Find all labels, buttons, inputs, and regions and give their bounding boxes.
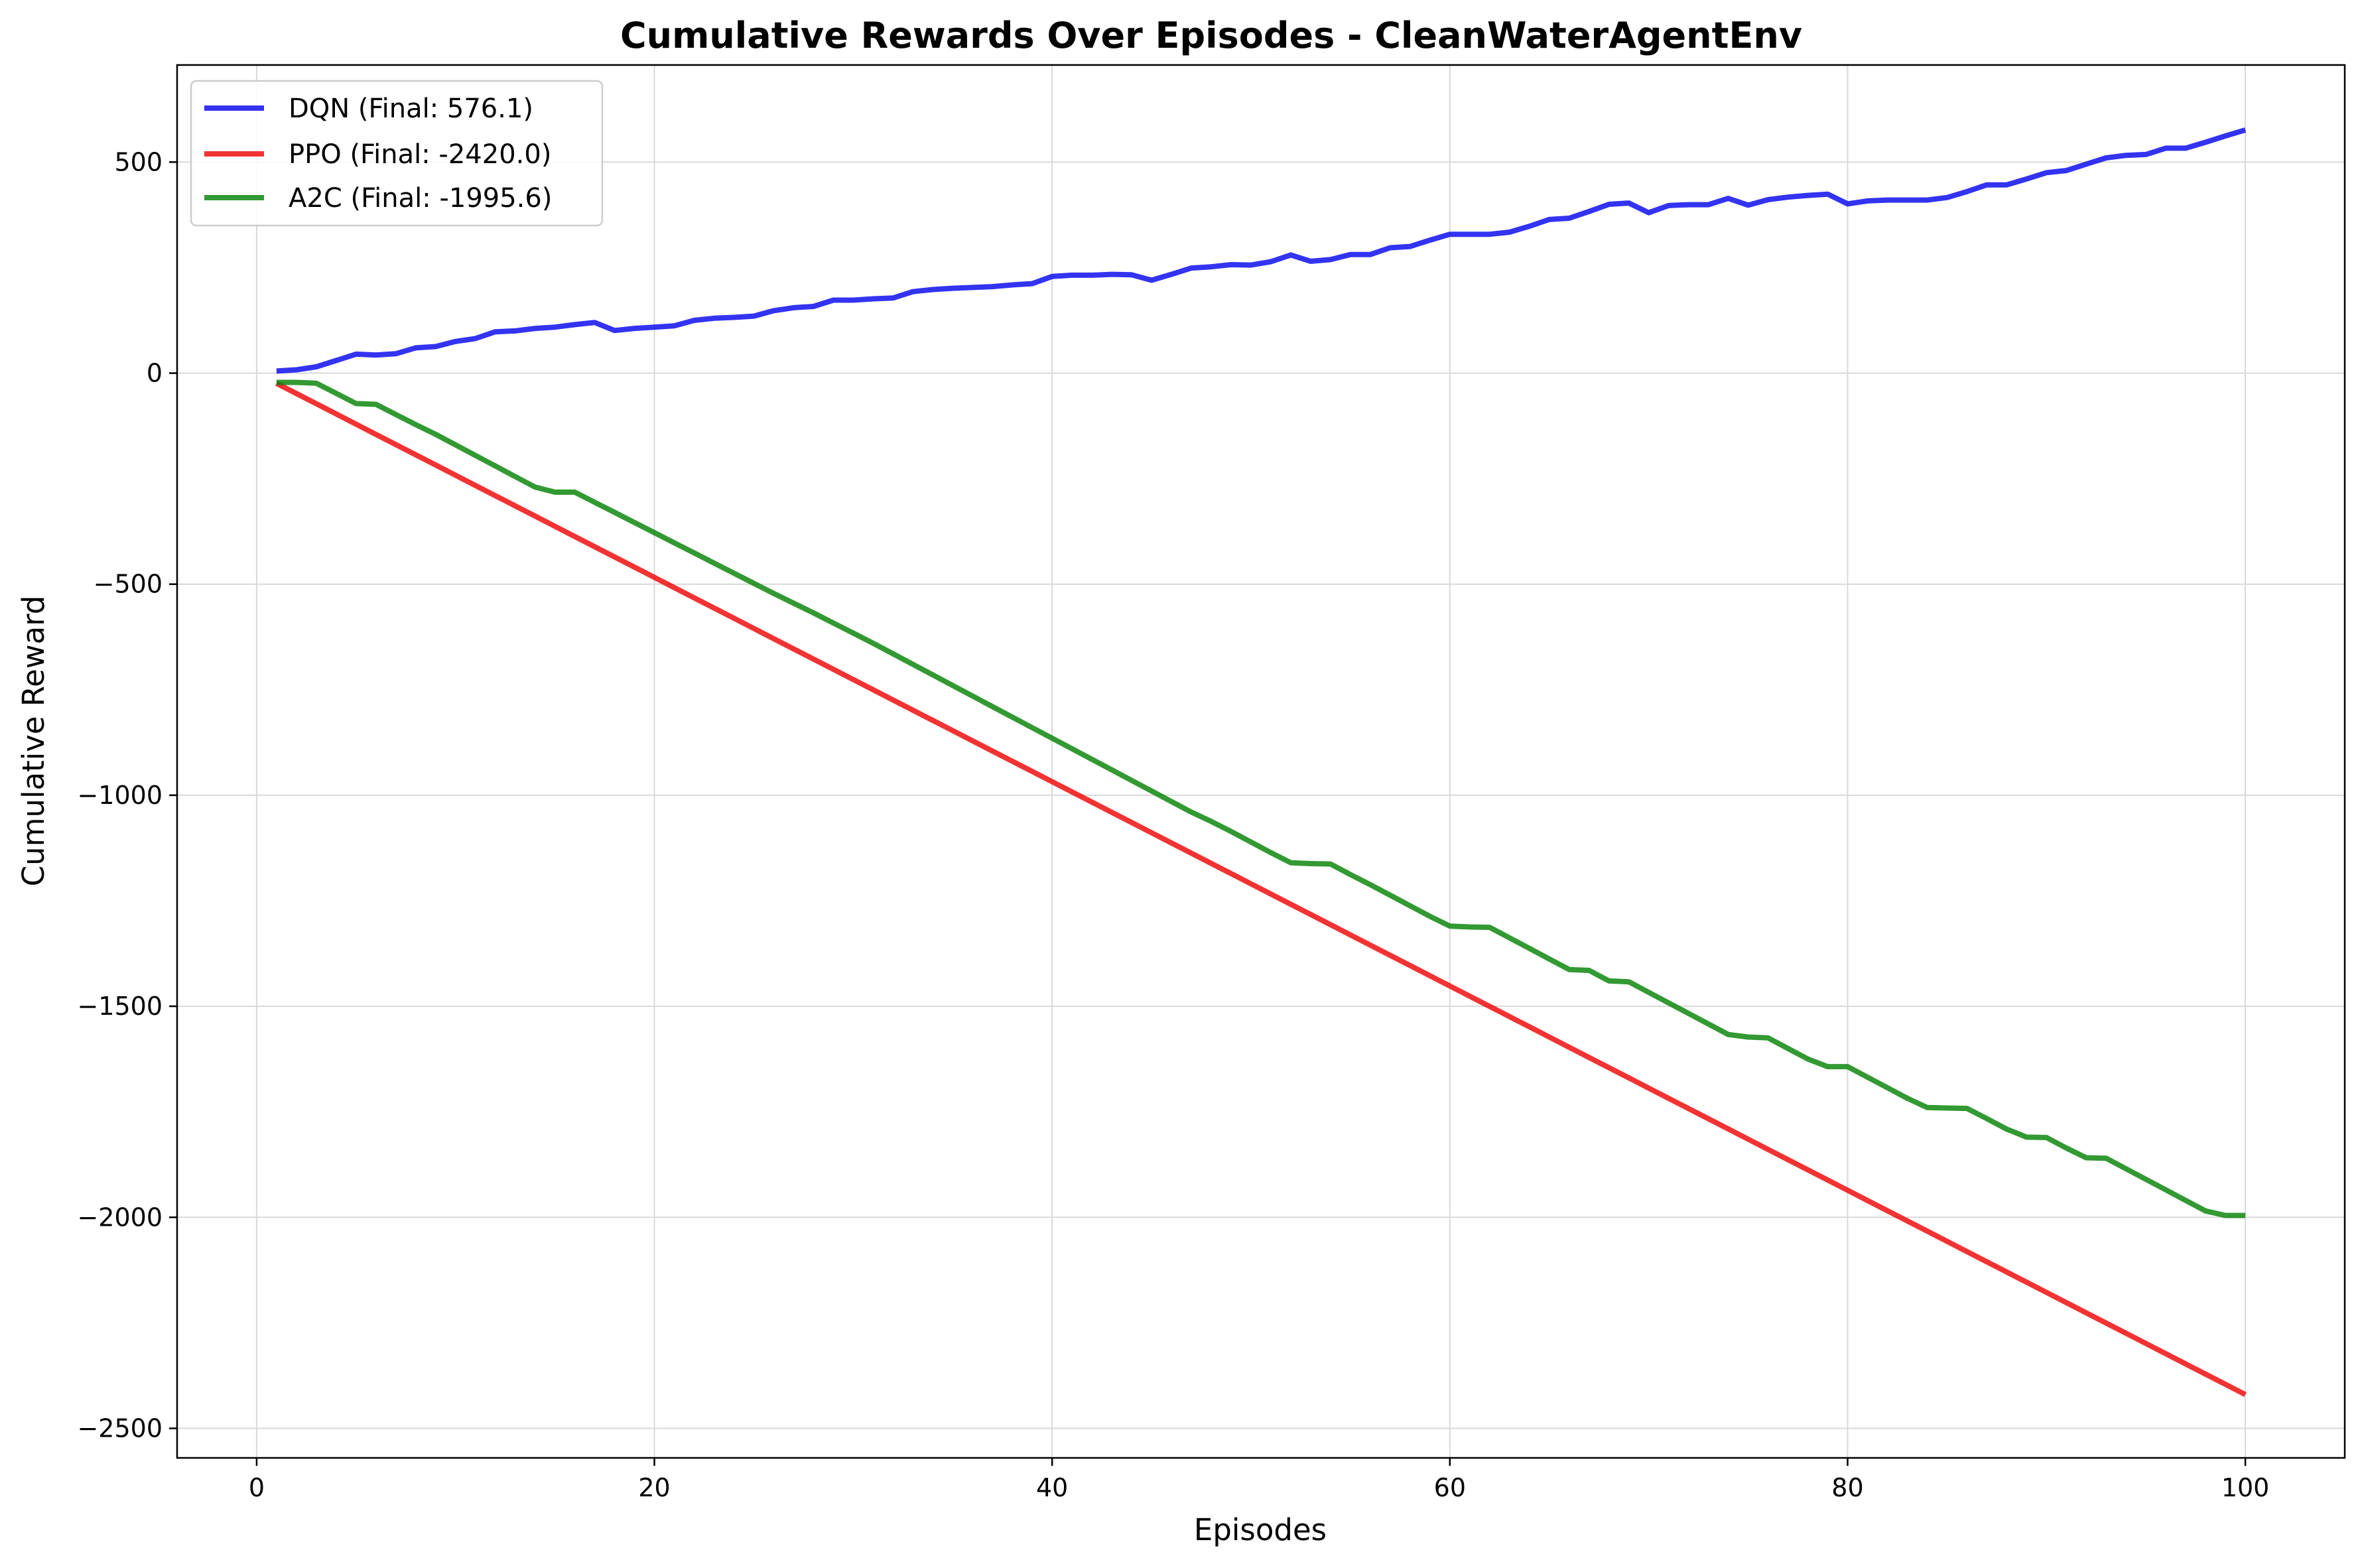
y-tick-label: 500 <box>114 147 163 176</box>
grid-lines <box>177 65 2345 1458</box>
x-tick-label: 20 <box>638 1473 670 1502</box>
x-tick-label: 80 <box>1831 1473 1863 1502</box>
y-tick-label: −1000 <box>77 781 163 810</box>
chart-title: Cumulative Rewards Over Episodes - Clean… <box>620 15 1802 56</box>
plot-frame <box>176 64 2346 1459</box>
x-tick-label: 0 <box>249 1473 265 1502</box>
y-tick-label: −2500 <box>77 1413 163 1443</box>
y-tick-label: −500 <box>94 570 163 599</box>
legend-label-a2c: A2C (Final: -1995.6) <box>289 183 552 214</box>
legend: DQN (Final: 576.1) PPO (Final: -2420.0) … <box>190 80 604 227</box>
y-axis-ticks: 500 0 −500 −1000 −1500 −2000 −2500 <box>77 147 177 1443</box>
x-tick-label: 100 <box>2221 1473 2270 1502</box>
x-axis-ticks: 0 20 40 60 80 100 <box>249 1458 2270 1502</box>
y-tick-label: 0 <box>147 359 163 388</box>
legend-label-dqn: DQN (Final: 576.1) <box>289 94 533 124</box>
x-axis-label: Episodes <box>1194 1512 1327 1547</box>
y-axis-label: Cumulative Reward <box>16 596 51 887</box>
legend-box <box>190 80 604 227</box>
x-tick-label: 60 <box>1434 1473 1466 1502</box>
series-line-dqn <box>276 127 2247 374</box>
series-layer <box>275 127 2247 1398</box>
legend-label-ppo: PPO (Final: -2420.0) <box>289 139 551 170</box>
y-tick-label: −1500 <box>77 992 163 1021</box>
series-line-a2c <box>276 379 2246 1218</box>
y-tick-label: −2000 <box>77 1203 163 1232</box>
series-line-ppo <box>275 381 2247 1398</box>
x-tick-label: 40 <box>1036 1473 1068 1502</box>
